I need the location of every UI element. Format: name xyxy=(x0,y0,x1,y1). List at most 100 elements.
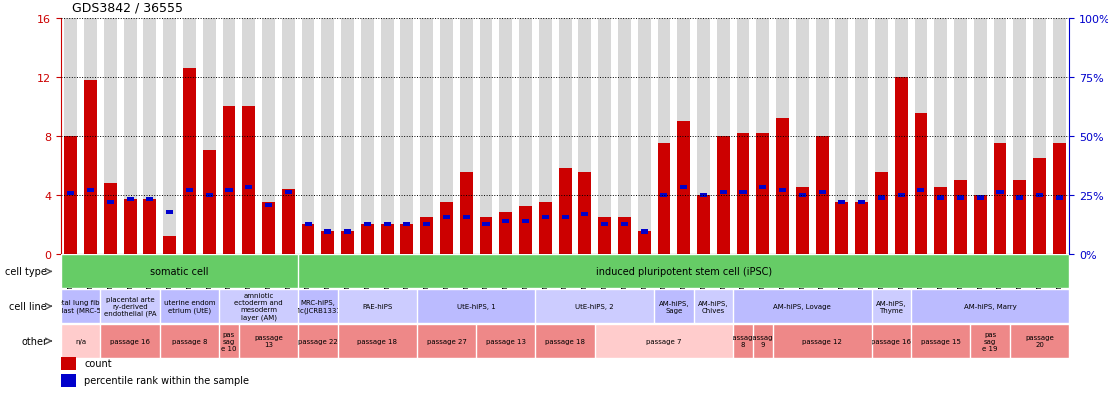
Bar xyxy=(895,78,907,254)
Bar xyxy=(996,190,1004,194)
Text: AM-hiPS, Lovage: AM-hiPS, Lovage xyxy=(773,304,831,309)
Bar xyxy=(341,232,355,254)
Bar xyxy=(1014,180,1026,254)
Bar xyxy=(423,223,430,227)
Bar xyxy=(443,215,450,219)
Text: fetal lung fibro
blast (MRC-5): fetal lung fibro blast (MRC-5) xyxy=(55,300,106,313)
Bar xyxy=(420,19,433,254)
Bar xyxy=(243,107,255,254)
Bar xyxy=(660,193,667,197)
Text: percentile rank within the sample: percentile rank within the sample xyxy=(84,375,249,385)
Text: cell line: cell line xyxy=(9,301,47,311)
Bar xyxy=(657,144,670,254)
Bar xyxy=(383,223,391,227)
Bar xyxy=(757,133,769,254)
Bar xyxy=(1033,158,1046,254)
Bar xyxy=(776,119,789,254)
Bar xyxy=(301,19,315,254)
Bar xyxy=(482,223,490,227)
Bar xyxy=(954,180,967,254)
Bar xyxy=(677,121,690,254)
Bar xyxy=(502,220,510,224)
Bar xyxy=(88,189,94,193)
Bar xyxy=(183,69,196,254)
Bar xyxy=(1016,196,1024,200)
Bar xyxy=(263,19,275,254)
Text: passage
8: passage 8 xyxy=(729,335,758,348)
Text: GDS3842 / 36555: GDS3842 / 36555 xyxy=(72,2,183,14)
Bar xyxy=(500,213,512,254)
Bar xyxy=(361,19,373,254)
Text: count: count xyxy=(84,358,112,368)
Bar xyxy=(1014,19,1026,254)
Bar xyxy=(321,19,335,254)
Bar xyxy=(977,196,984,200)
Bar xyxy=(538,202,552,254)
Bar xyxy=(839,200,845,204)
Bar xyxy=(440,202,453,254)
Bar xyxy=(934,188,947,254)
Bar xyxy=(522,220,530,224)
Bar xyxy=(717,19,730,254)
Bar xyxy=(620,223,628,227)
Bar xyxy=(400,19,413,254)
Bar xyxy=(68,192,74,196)
Text: placental arte
ry-derived
endothelial (PA: placental arte ry-derived endothelial (P… xyxy=(104,296,156,317)
Bar xyxy=(598,19,611,254)
Bar xyxy=(321,232,335,254)
Bar xyxy=(325,230,331,234)
Bar xyxy=(460,173,473,254)
Text: pas
sag
e 19: pas sag e 19 xyxy=(983,331,998,351)
Bar xyxy=(717,136,730,254)
Text: UtE-hiPS, 2: UtE-hiPS, 2 xyxy=(575,304,614,309)
Bar xyxy=(263,202,275,254)
Text: PAE-hiPS: PAE-hiPS xyxy=(362,304,392,309)
Bar xyxy=(363,223,371,227)
Bar xyxy=(1053,19,1066,254)
Bar xyxy=(166,211,173,215)
Text: AM-hiPS, Marry: AM-hiPS, Marry xyxy=(964,304,1016,309)
Bar xyxy=(203,19,216,254)
Bar xyxy=(875,19,888,254)
Text: passage
13: passage 13 xyxy=(254,335,283,348)
Bar xyxy=(480,19,492,254)
Bar xyxy=(799,193,806,197)
Bar xyxy=(737,19,749,254)
Bar xyxy=(598,217,611,254)
Bar xyxy=(601,223,608,227)
Bar xyxy=(301,225,315,254)
Bar xyxy=(562,215,568,219)
Text: passage 16: passage 16 xyxy=(110,338,151,344)
Text: pas
sag
e 10: pas sag e 10 xyxy=(222,331,237,351)
Bar xyxy=(677,19,690,254)
Text: cell type: cell type xyxy=(6,267,47,277)
Text: passage
20: passage 20 xyxy=(1025,335,1054,348)
Bar xyxy=(779,189,786,193)
Bar xyxy=(914,19,927,254)
Text: passage 12: passage 12 xyxy=(802,338,842,344)
Bar xyxy=(835,202,849,254)
Bar xyxy=(440,19,453,254)
Bar xyxy=(819,190,825,194)
Bar xyxy=(542,215,548,219)
Text: passage 7: passage 7 xyxy=(646,338,681,344)
Text: passage 18: passage 18 xyxy=(357,338,398,344)
Bar xyxy=(281,19,295,254)
Bar xyxy=(697,195,710,254)
Text: AM-hiPS,
Chives: AM-hiPS, Chives xyxy=(698,300,729,313)
Bar xyxy=(163,236,176,254)
Bar xyxy=(305,223,311,227)
Bar xyxy=(638,232,650,254)
Bar xyxy=(994,144,1006,254)
Bar xyxy=(106,200,114,204)
Bar xyxy=(64,19,78,254)
Bar xyxy=(1033,19,1046,254)
Bar xyxy=(994,19,1006,254)
Bar xyxy=(878,196,885,200)
Bar xyxy=(855,202,868,254)
Bar xyxy=(463,215,470,219)
Bar xyxy=(104,19,116,254)
Bar xyxy=(914,114,927,254)
Text: passage 18: passage 18 xyxy=(545,338,585,344)
Bar xyxy=(1036,193,1043,197)
